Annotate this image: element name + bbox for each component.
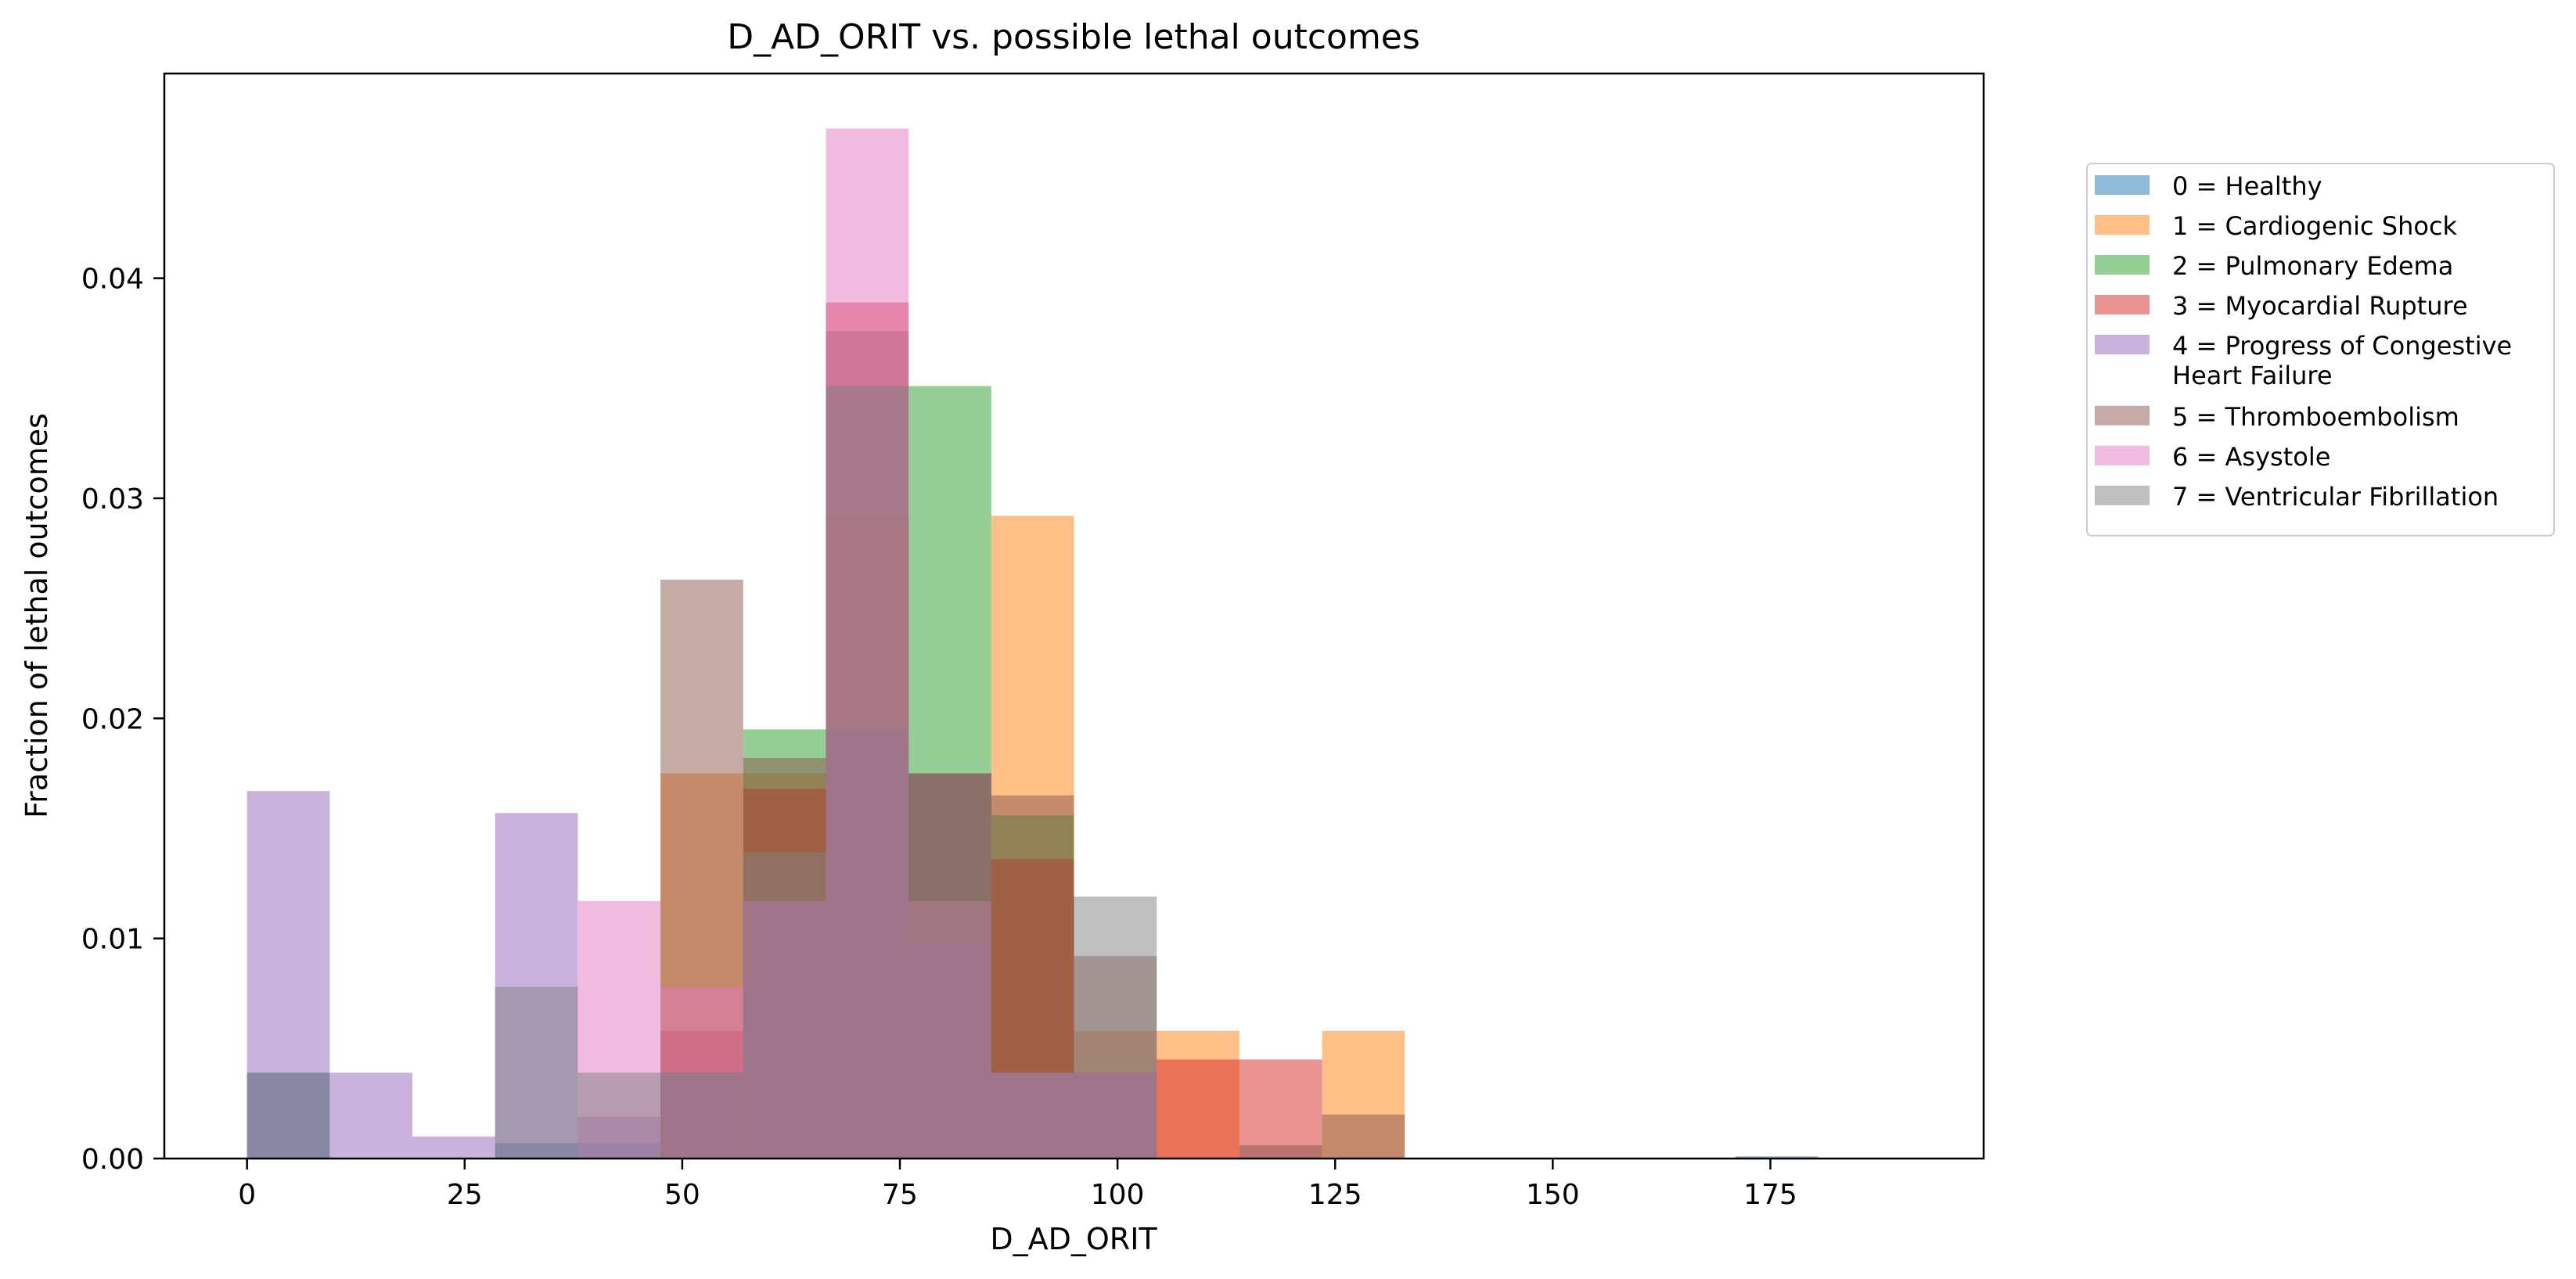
legend-swatch-7 — [2095, 485, 2150, 505]
bar-series-7-bin-5 — [660, 1072, 743, 1159]
x-tick-label: 125 — [1308, 1179, 1362, 1211]
bar-series-5-bin-12 — [1239, 1145, 1322, 1159]
legend-label-6: 6 = Asystole — [2172, 442, 2330, 472]
legend-swatch-0 — [2095, 175, 2150, 195]
legend-swatch-3 — [2095, 295, 2150, 314]
x-tick-label: 175 — [1743, 1179, 1797, 1211]
bar-series-7-bin-10 — [1074, 896, 1157, 1159]
bar-series-0-bin-18 — [1735, 1156, 1819, 1159]
bar-series-3-bin-12 — [1239, 1059, 1322, 1159]
legend-label-4: 4 = Progress of Congestive Heart Failure — [2172, 331, 2512, 390]
legend-swatch-6 — [2095, 445, 2150, 465]
bar-series-7-bin-4 — [577, 1072, 661, 1159]
legend: 0 = Healthy 1 = Cardiogenic Shock 2 = Pulm… — [2086, 163, 2555, 537]
x-tick-label: 50 — [664, 1179, 700, 1211]
y-tick-label: 0.00 — [81, 1144, 144, 1176]
legend-label-1: 1 = Cardiogenic Shock — [2172, 211, 2458, 241]
bar-series-7-bin-7 — [826, 386, 909, 1159]
bar-series-7-bin-0 — [246, 1072, 330, 1159]
bar-series-4-bin-2 — [412, 1136, 495, 1159]
bar-series-7-bin-6 — [743, 852, 826, 1159]
legend-label-0: 0 = Healthy — [2172, 171, 2322, 201]
x-tick-label: 25 — [447, 1179, 483, 1211]
bar-series-7-bin-9 — [991, 1072, 1074, 1159]
bars-layer — [246, 128, 1819, 1159]
y-axis-label: Fraction of lethal outcomes — [20, 413, 54, 818]
x-tick-label: 0 — [238, 1179, 256, 1211]
y-tick-label: 0.02 — [81, 703, 144, 735]
plot-frame — [163, 72, 1985, 1160]
axes-layer: 0 25 50 75 100 125 150 175 0.00 0.01 0.02 0.03 0.04 — [81, 264, 1797, 1211]
y-tick-label: 0.03 — [81, 483, 144, 516]
legend-swatch-4 — [2095, 335, 2150, 354]
bar-series-4-bin-1 — [329, 1072, 413, 1159]
legend-swatch-1 — [2095, 215, 2150, 235]
chart-title: D_AD_ORIT vs. possible lethal outcomes — [727, 17, 1420, 57]
x-tick-label: 100 — [1091, 1179, 1145, 1211]
legend-swatch-2 — [2095, 255, 2150, 275]
bar-series-7-bin-8 — [908, 773, 991, 1159]
bar-series-5-bin-13 — [1322, 1114, 1405, 1159]
x-axis-label: D_AD_ORIT — [990, 1222, 1157, 1256]
legend-label-7: 7 = Ventricular Fibrillation — [2172, 482, 2499, 512]
y-tick-label: 0.01 — [81, 924, 144, 956]
legend-label-5: 5 = Thromboembolism — [2172, 402, 2459, 432]
legend-label-3: 3 = Myocardial Rupture — [2172, 291, 2468, 321]
bar-series-7-bin-3 — [495, 986, 578, 1159]
bar-series-3-bin-11 — [1157, 1059, 1239, 1159]
x-tick-label: 75 — [882, 1179, 918, 1211]
legend-label-2: 2 = Pulmonary Edema — [2172, 251, 2453, 281]
y-tick-label: 0.04 — [81, 264, 144, 296]
legend-swatch-5 — [2095, 405, 2150, 426]
legend-frame — [2086, 163, 2555, 537]
x-tick-label: 150 — [1526, 1179, 1580, 1211]
